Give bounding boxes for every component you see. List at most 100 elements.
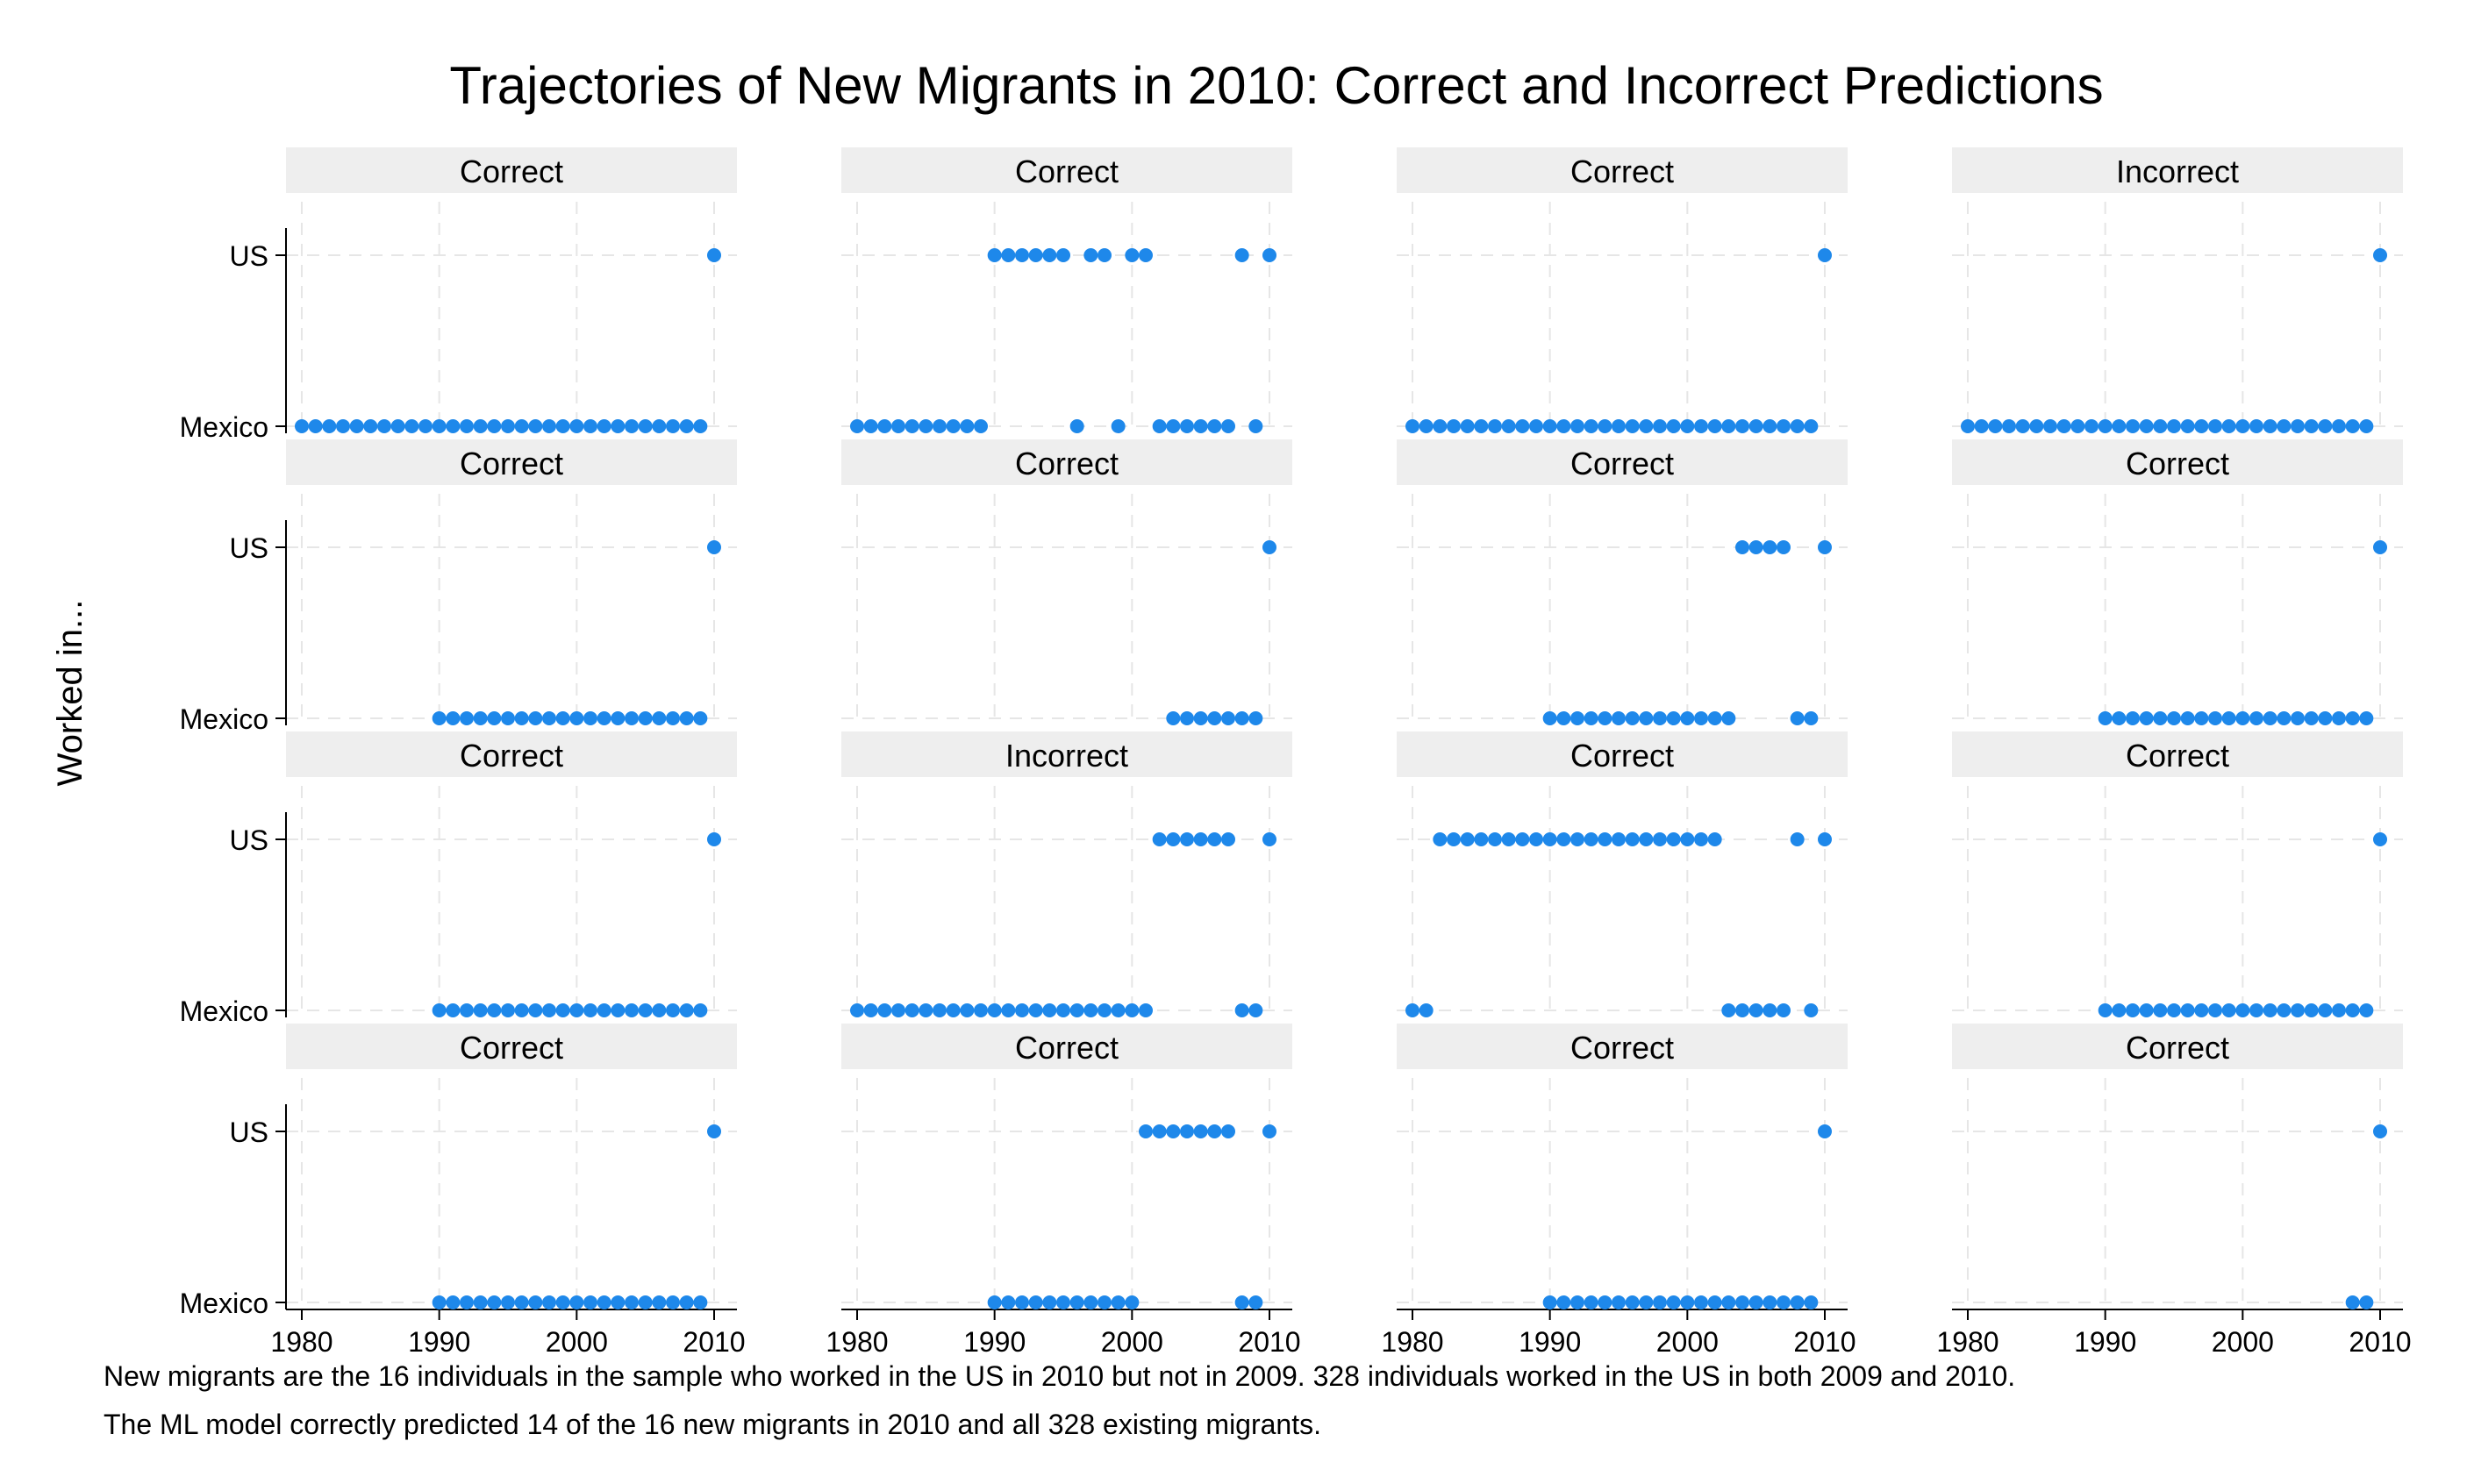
point-mexico-2009 (1248, 1003, 1263, 1017)
point-mexico-1989 (2084, 419, 2099, 433)
point-mexico-2008 (679, 419, 694, 433)
point-mexico-1991 (446, 711, 461, 725)
point-mexico-2002 (2263, 711, 2277, 725)
panels-grid: Correct US Mexico Correct Correct Incorrect Co… (180, 147, 2412, 1358)
point-mexico-2001 (583, 711, 597, 725)
point-us-2010 (1262, 540, 1276, 554)
x-tick-label: 1990 (2074, 1326, 2136, 1358)
panel-label: Correct (1570, 153, 1674, 189)
point-mexico-2005 (1748, 419, 1763, 433)
point-mexico-1991 (2112, 1003, 2127, 1017)
point-us-2010 (1262, 1124, 1276, 1138)
point-mexico-2006 (2318, 1003, 2333, 1017)
x-tick-label: 2010 (2349, 1326, 2411, 1358)
panel-header (1952, 439, 2403, 485)
point-mexico-2009 (2359, 1003, 2374, 1017)
point-mexico-2000 (2235, 419, 2250, 433)
point-mexico-2007 (1777, 419, 1791, 433)
point-mexico-1999 (1666, 711, 1681, 725)
panel-header (1952, 1024, 2403, 1069)
point-mexico-2000 (1680, 419, 1695, 433)
panel-3: Correct (1397, 147, 1848, 433)
panel-header (286, 439, 737, 485)
point-mexico-1981 (1419, 1003, 1434, 1017)
point-mexico-1995 (2167, 419, 2181, 433)
point-us-2003 (1166, 832, 1181, 846)
point-mexico-1998 (542, 1003, 556, 1017)
point-mexico-1993 (473, 1003, 488, 1017)
point-mexico-1983 (891, 419, 905, 433)
point-mexico-1991 (1556, 1295, 1571, 1309)
panel-label: Correct (460, 738, 563, 774)
point-mexico-1982 (877, 1003, 892, 1017)
point-us-1995 (1056, 248, 1070, 262)
point-mexico-1981 (863, 419, 878, 433)
panel-14: Correct 1980 1990 2000 2010 (826, 1024, 1301, 1358)
point-us-1991 (1556, 832, 1571, 846)
point-mexico-1997 (1639, 711, 1654, 725)
point-mexico-1993 (1584, 419, 1598, 433)
point-mexico-1991 (446, 1003, 461, 1017)
point-mexico-1980 (295, 419, 309, 433)
point-mexico-2008 (1790, 1295, 1805, 1309)
point-mexico-1989 (418, 419, 433, 433)
point-mexico-2009 (693, 711, 708, 725)
point-us-2002 (1152, 832, 1167, 846)
point-mexico-2000 (1125, 1295, 1140, 1309)
point-mexico-2005 (2304, 1003, 2319, 1017)
point-mexico-2002 (1707, 711, 1722, 725)
x-tick-label: 1980 (1381, 1326, 1443, 1358)
point-us-2001 (1139, 248, 1153, 262)
point-mexico-1988 (2070, 419, 2085, 433)
panel-10: Incorrect (841, 731, 1292, 1017)
point-mexico-2004 (1735, 1295, 1749, 1309)
point-mexico-2009 (1804, 711, 1819, 725)
point-mexico-1997 (1639, 1295, 1654, 1309)
y-tick-label: US (230, 1117, 268, 1148)
panel-2: Correct (841, 147, 1292, 433)
point-us-1992 (1570, 832, 1584, 846)
point-us-2002 (1707, 832, 1722, 846)
point-us-2010 (707, 1124, 721, 1138)
point-mexico-2003 (2277, 419, 2292, 433)
point-mexico-1985 (2029, 419, 2044, 433)
point-mexico-1999 (555, 1003, 570, 1017)
point-us-1990 (987, 248, 1002, 262)
point-us-1982 (1433, 832, 1448, 846)
point-mexico-2001 (1139, 1003, 1153, 1017)
point-mexico-1999 (555, 711, 570, 725)
point-mexico-1987 (390, 419, 405, 433)
footnote-line-2: The ML model correctly predicted 14 of t… (104, 1409, 1321, 1440)
point-mexico-1995 (1056, 1295, 1070, 1309)
point-mexico-1995 (501, 711, 515, 725)
point-mexico-1994 (2153, 711, 2168, 725)
point-mexico-2008 (1790, 419, 1805, 433)
point-us-1991 (1001, 248, 1016, 262)
x-tick-label: 1990 (963, 1326, 1026, 1358)
point-mexico-2003 (611, 711, 626, 725)
point-mexico-1986 (933, 1003, 947, 1017)
point-mexico-2008 (679, 711, 694, 725)
point-mexico-1991 (2112, 419, 2127, 433)
point-mexico-1980 (1405, 1003, 1419, 1017)
point-us-1984 (1460, 832, 1475, 846)
point-mexico-2009 (1248, 1295, 1263, 1309)
point-us-1996 (1625, 832, 1640, 846)
point-mexico-1990 (1542, 1295, 1557, 1309)
y-tick-label: US (230, 240, 268, 272)
point-mexico-1992 (1570, 1295, 1584, 1309)
point-mexico-2003 (1721, 419, 1736, 433)
point-us-2007 (1221, 832, 1235, 846)
point-mexico-1999 (2221, 1003, 2236, 1017)
point-mexico-1996 (1625, 711, 1640, 725)
point-mexico-2002 (2263, 419, 2277, 433)
point-mexico-1990 (987, 1003, 1002, 1017)
y-tick-label: Mexico (180, 411, 268, 443)
point-mexico-1982 (877, 419, 892, 433)
chart-title: Trajectories of New Migrants in 2010: Co… (449, 56, 2103, 115)
point-us-1989 (1529, 832, 1543, 846)
point-mexico-1994 (487, 1295, 502, 1309)
point-mexico-1997 (528, 711, 543, 725)
point-mexico-1980 (850, 1003, 864, 1017)
point-mexico-1986 (1488, 419, 1502, 433)
